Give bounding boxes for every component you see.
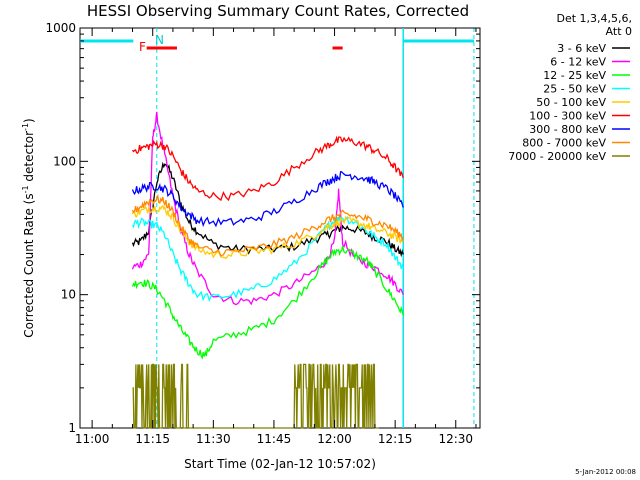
- x-axis-label: Start Time (02-Jan-12 10:57:02): [184, 457, 376, 471]
- y-axis-label-main: Corrected Count Rate (s: [22, 193, 36, 337]
- y-axis-label-end: ): [22, 118, 36, 123]
- orbit-markers: [80, 28, 475, 428]
- x-tick-label: 11:45: [257, 432, 292, 446]
- legend-label: 25 - 50 keV: [543, 83, 606, 96]
- legend-header-line2: Att 0: [606, 25, 632, 38]
- y-axis-label-sup2: -1: [21, 123, 30, 131]
- y-tick-label: 10: [61, 288, 76, 302]
- x-tick-label: 12:00: [317, 432, 352, 446]
- x-tick-label: 11:00: [75, 432, 110, 446]
- series-line-1: [131, 111, 404, 306]
- chart-title: HESSI Observing Summary Count Rates, Cor…: [87, 2, 469, 20]
- y-axis-label-mid: detector: [22, 131, 36, 186]
- x-tick-label: 11:30: [196, 432, 231, 446]
- series-line-4: [131, 204, 404, 260]
- footer-stamp: 5-Jan-2012 00:08: [575, 468, 636, 476]
- y-tick-label: 1000: [45, 21, 76, 35]
- legend-label: 7000 - 20000 keV: [508, 150, 606, 163]
- legend-label: 800 - 7000 keV: [522, 137, 606, 150]
- y-tick-label: 100: [53, 154, 76, 168]
- series-line-3: [131, 215, 404, 302]
- series-line-8: [132, 363, 379, 429]
- series-line-5: [131, 135, 404, 202]
- legend-label: 6 - 12 keV: [550, 56, 606, 69]
- axis-ticks: 1 10 100 1000 11:00 11:15 11:30 11:45 12:00 12:15…: [45, 21, 480, 446]
- legend-label: 50 - 100 keV: [536, 96, 606, 109]
- y-axis-label-sup1: -1: [21, 185, 30, 193]
- x-tick-label: 11:15: [135, 432, 170, 446]
- legend-label: 3 - 6 keV: [557, 42, 606, 55]
- legend-header-line1: Det 1,3,4,5,6,: [556, 12, 632, 25]
- x-tick-label: 12:30: [438, 432, 473, 446]
- x-tick-label: 12:15: [378, 432, 413, 446]
- series-line-7: [131, 193, 404, 257]
- y-axis-label: Corrected Count Rate (s-1 detector-1): [21, 118, 36, 337]
- series-layer: [131, 111, 404, 429]
- series-line-2: [131, 246, 404, 360]
- y-tick-label: 1: [68, 421, 76, 435]
- night-flag-label: N: [155, 33, 164, 47]
- flare-flag-label: F: [139, 40, 146, 54]
- legend-label: 300 - 800 keV: [529, 123, 606, 136]
- legend-label: 100 - 300 keV: [529, 110, 606, 123]
- series-line-6: [131, 171, 404, 228]
- plot-area: 1 10 100 1000 11:00 11:15 11:30 11:45 12:00 12:15…: [45, 21, 481, 446]
- legend-label: 12 - 25 keV: [543, 69, 606, 82]
